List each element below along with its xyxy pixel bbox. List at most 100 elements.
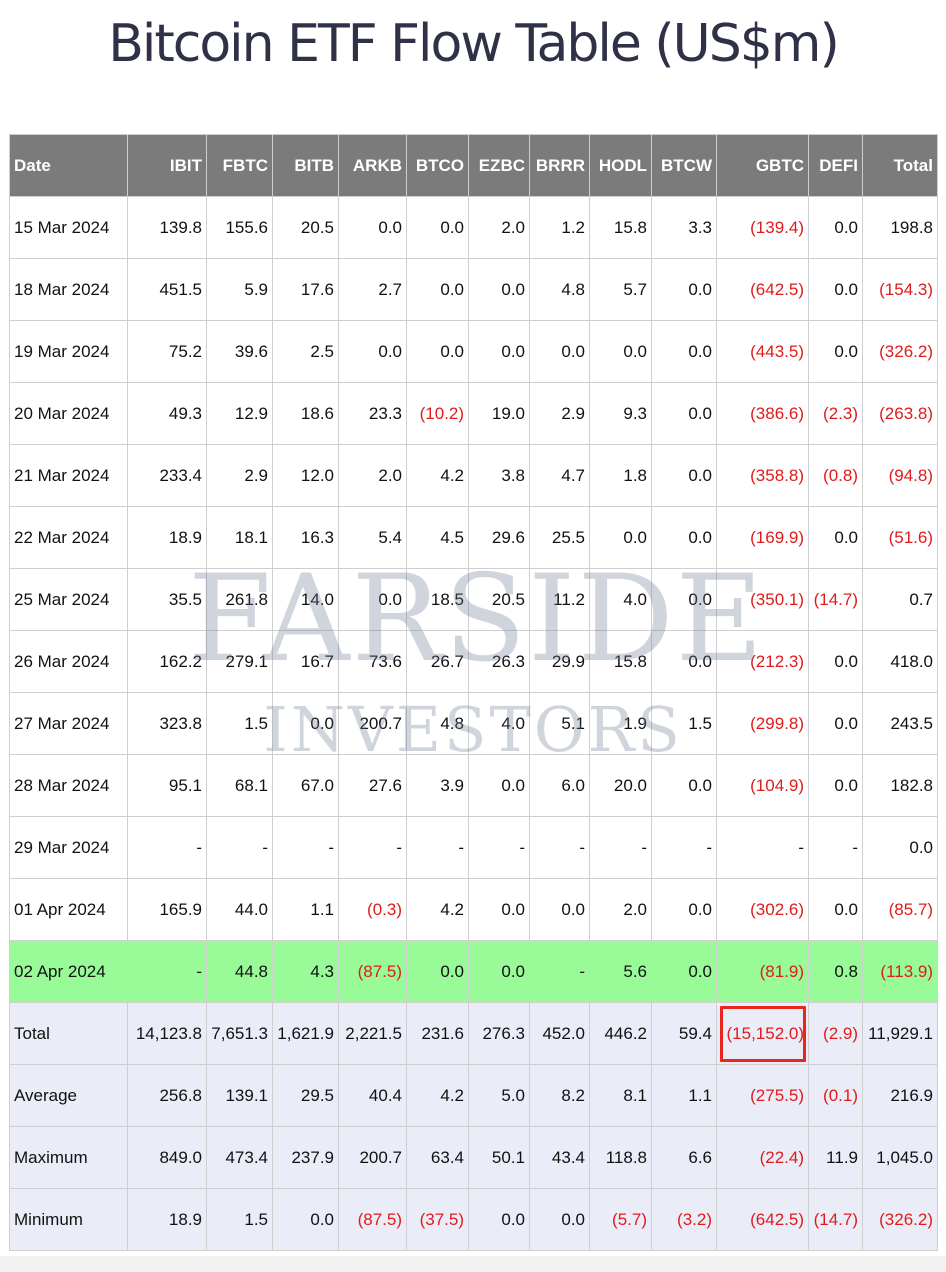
value-cell: 2.0	[338, 444, 407, 507]
column-header-fbtc: FBTC	[206, 134, 273, 197]
value-cell: 0.0	[808, 196, 863, 259]
value-cell: 118.8	[589, 1126, 652, 1189]
value-cell: 23.3	[338, 382, 407, 445]
value-cell: 2.0	[468, 196, 530, 259]
value-cell: 27.6	[338, 754, 407, 817]
table-row: 18 Mar 2024 451.5 5.9 17.6 2.7 0.0 0.0 4.8 5.7 0.…	[9, 258, 938, 321]
value-cell: 216.9	[862, 1064, 938, 1127]
value-cell: 0.0	[272, 1188, 339, 1251]
row-label-cell: Minimum	[9, 1188, 128, 1251]
page-title: Bitcoin ETF Flow Table (US$m)	[108, 14, 840, 74]
value-cell: 0.0	[406, 320, 469, 383]
value-cell: 0.0	[651, 506, 717, 569]
value-cell: 95.1	[127, 754, 207, 817]
value-cell: 15.8	[589, 196, 652, 259]
value-cell: 18.9	[127, 506, 207, 569]
value-cell: (0.1)	[808, 1064, 863, 1127]
summary-row: Minimum 18.9 1.5 0.0 (87.5) (37.5) 0.0 0.0 (5.7)…	[9, 1188, 938, 1251]
value-cell: 11,929.1	[862, 1002, 938, 1065]
value-cell: 3.9	[406, 754, 469, 817]
value-cell: (51.6)	[862, 506, 938, 569]
value-cell: 0.0	[862, 816, 938, 879]
value-cell: 40.4	[338, 1064, 407, 1127]
value-cell: 9.3	[589, 382, 652, 445]
value-cell: 2,221.5	[338, 1002, 407, 1065]
value-cell: 0.0	[651, 320, 717, 383]
value-cell: (326.2)	[862, 1188, 938, 1251]
value-cell: (263.8)	[862, 382, 938, 445]
value-cell: (212.3)	[716, 630, 809, 693]
value-cell: -	[808, 816, 863, 879]
value-cell: 0.7	[862, 568, 938, 631]
value-cell: 0.0	[272, 692, 339, 755]
value-cell: 0.0	[406, 196, 469, 259]
row-label-cell: 20 Mar 2024	[9, 382, 128, 445]
value-cell: 5.7	[589, 258, 652, 321]
value-cell: 5.9	[206, 258, 273, 321]
value-cell: (104.9)	[716, 754, 809, 817]
value-cell: -	[651, 816, 717, 879]
value-cell: 0.0	[529, 878, 590, 941]
value-cell: 20.5	[272, 196, 339, 259]
value-cell: 2.7	[338, 258, 407, 321]
etf-flow-table: Date IBIT FBTC BITB ARKB BTCO EZBC BRRR HODL BTCW…	[9, 134, 938, 1251]
value-cell: 0.0	[808, 692, 863, 755]
bottom-edge	[0, 1256, 946, 1272]
value-cell: 200.7	[338, 1126, 407, 1189]
row-label-cell: 02 Apr 2024	[9, 940, 128, 1003]
value-cell: 5.0	[468, 1064, 530, 1127]
value-cell: 1.1	[651, 1064, 717, 1127]
value-cell: 243.5	[862, 692, 938, 755]
value-cell: 452.0	[529, 1002, 590, 1065]
value-cell: 39.6	[206, 320, 273, 383]
value-cell: 4.2	[406, 1064, 469, 1127]
value-cell: 26.3	[468, 630, 530, 693]
value-cell: 25.5	[529, 506, 590, 569]
row-label-cell: 15 Mar 2024	[9, 196, 128, 259]
value-cell: (154.3)	[862, 258, 938, 321]
value-cell: 4.0	[589, 568, 652, 631]
table-row: 22 Mar 2024 18.9 18.1 16.3 5.4 4.5 29.6 25.5 0.0…	[9, 506, 938, 569]
column-header-gbtc: GBTC	[716, 134, 809, 197]
value-cell: 849.0	[127, 1126, 207, 1189]
row-label-cell: 29 Mar 2024	[9, 816, 128, 879]
value-cell: 276.3	[468, 1002, 530, 1065]
value-cell: 237.9	[272, 1126, 339, 1189]
table-row: 21 Mar 2024 233.4 2.9 12.0 2.0 4.2 3.8 4.7 1.8 0.…	[9, 444, 938, 507]
value-cell: 18.6	[272, 382, 339, 445]
value-cell: 16.7	[272, 630, 339, 693]
row-label-cell: Average	[9, 1064, 128, 1127]
column-header-hodl: HODL	[589, 134, 652, 197]
value-cell: 198.8	[862, 196, 938, 259]
value-cell: (0.3)	[338, 878, 407, 941]
value-cell: -	[529, 816, 590, 879]
value-cell: (37.5)	[406, 1188, 469, 1251]
value-cell: 49.3	[127, 382, 207, 445]
value-cell: 15.8	[589, 630, 652, 693]
value-cell: 1,621.9	[272, 1002, 339, 1065]
column-header-date: Date	[9, 134, 128, 197]
value-cell: 7,651.3	[206, 1002, 273, 1065]
value-cell: 1.9	[589, 692, 652, 755]
row-label-cell: 18 Mar 2024	[9, 258, 128, 321]
value-cell: 4.8	[406, 692, 469, 755]
column-header-total: Total	[862, 134, 938, 197]
value-cell: 0.0	[406, 258, 469, 321]
value-cell: 50.1	[468, 1126, 530, 1189]
value-cell: 0.0	[808, 754, 863, 817]
value-cell: (10.2)	[406, 382, 469, 445]
value-cell: 200.7	[338, 692, 407, 755]
value-cell: -	[468, 816, 530, 879]
row-label-cell: 01 Apr 2024	[9, 878, 128, 941]
value-cell: -	[127, 816, 207, 879]
table-row: 27 Mar 2024 323.8 1.5 0.0 200.7 4.8 4.0 5.1 1.9 1…	[9, 692, 938, 755]
value-cell: 0.0	[468, 940, 530, 1003]
table-header-row: Date IBIT FBTC BITB ARKB BTCO EZBC BRRR HODL BTCW…	[9, 134, 938, 197]
value-cell: 12.9	[206, 382, 273, 445]
value-cell: (642.5)	[716, 258, 809, 321]
row-label-cell: 28 Mar 2024	[9, 754, 128, 817]
value-cell: 16.3	[272, 506, 339, 569]
value-cell: 18.5	[406, 568, 469, 631]
value-cell: (0.8)	[808, 444, 863, 507]
value-cell: 43.4	[529, 1126, 590, 1189]
